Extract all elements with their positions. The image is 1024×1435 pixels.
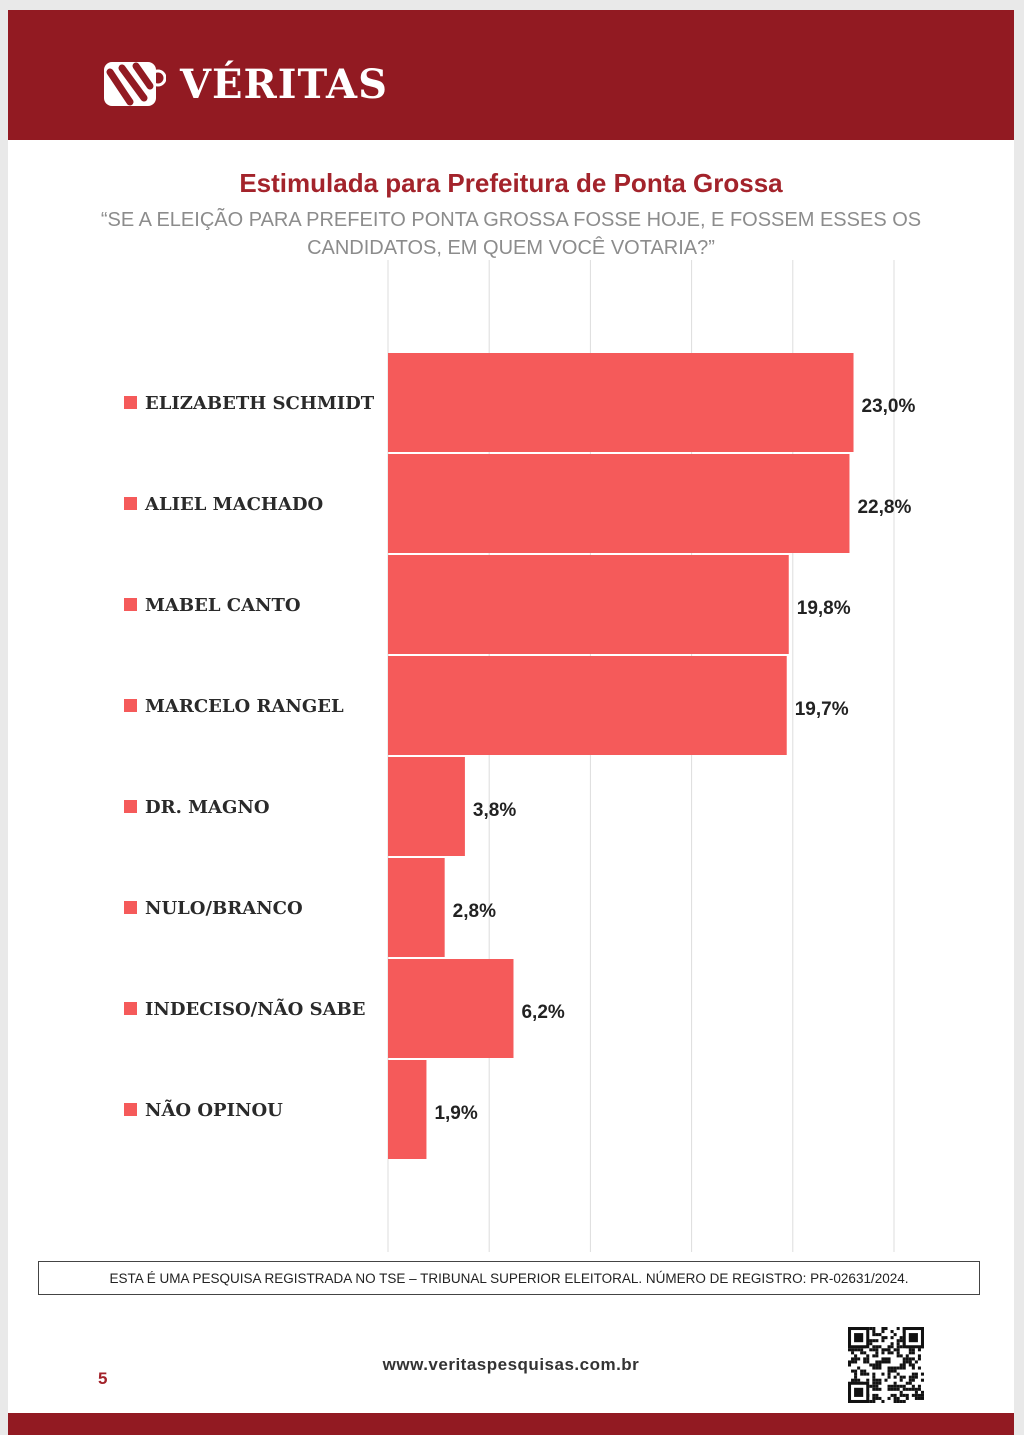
category-label: NÃO OPINOU <box>145 1098 283 1121</box>
data-label: 22,8% <box>857 497 911 518</box>
data-label: 2,8% <box>453 901 496 922</box>
data-label: 3,8% <box>473 800 516 821</box>
bar <box>388 1060 427 1159</box>
category-label: NULO/BRANCO <box>145 898 303 919</box>
category-label: ELIZABETH SCHMIDT <box>145 393 375 414</box>
category-label: DR. MAGNO <box>145 797 270 818</box>
legend-swatch <box>124 1002 137 1015</box>
bar <box>388 656 787 755</box>
brand-name: VÉRITAS <box>180 60 388 108</box>
bar <box>388 454 850 553</box>
footer-band <box>8 1413 1014 1435</box>
legend-swatch <box>124 901 137 914</box>
legend-swatch <box>124 598 137 611</box>
data-label: 19,7% <box>795 699 849 720</box>
qr-code-icon[interactable] <box>848 1327 924 1403</box>
chart-title: Estimulada para Prefeitura de Ponta Gros… <box>239 168 783 198</box>
legend-swatch <box>124 699 137 712</box>
category-label: MARCELO RANGEL <box>145 696 344 717</box>
category-label: ALIEL MACHADO <box>144 494 323 515</box>
bar <box>388 555 789 654</box>
logo-mark-icon <box>104 62 166 106</box>
data-label: 19,8% <box>797 598 851 619</box>
page-number: 5 <box>98 1369 108 1388</box>
category-label: INDECISO/NÃO SABE <box>145 997 365 1020</box>
legend-swatch <box>124 497 137 510</box>
bar <box>388 757 465 856</box>
data-label: 1,9% <box>434 1103 477 1124</box>
bar-chart: ELIZABETH SCHMIDT 23,0% ALIEL MACHADO 22,8%… <box>124 260 916 1252</box>
registration-note: ESTA É UMA PESQUISA REGISTRADA NO TSE – … <box>38 1261 980 1295</box>
website-link[interactable]: www.veritaspesquisas.com.br <box>382 1355 640 1374</box>
category-label: MABEL CANTO <box>145 595 301 616</box>
legend-swatch <box>124 800 137 813</box>
legend-swatch <box>124 1103 137 1116</box>
veritas-logo: VÉRITAS <box>102 58 388 110</box>
bar <box>388 858 445 957</box>
header-band: VÉRITAS <box>8 10 1014 140</box>
data-label: 6,2% <box>521 1002 564 1023</box>
report-page: VÉRITAS Estimulada para Prefeitura de Po… <box>8 10 1014 1435</box>
chart-subtitle: “SE A ELEIÇÃO PARA PREFEITO PONTA GROSSA… <box>100 209 922 259</box>
data-label: 23,0% <box>862 396 916 417</box>
bar <box>388 353 854 452</box>
bar <box>388 959 514 1058</box>
legend-swatch <box>124 396 137 409</box>
